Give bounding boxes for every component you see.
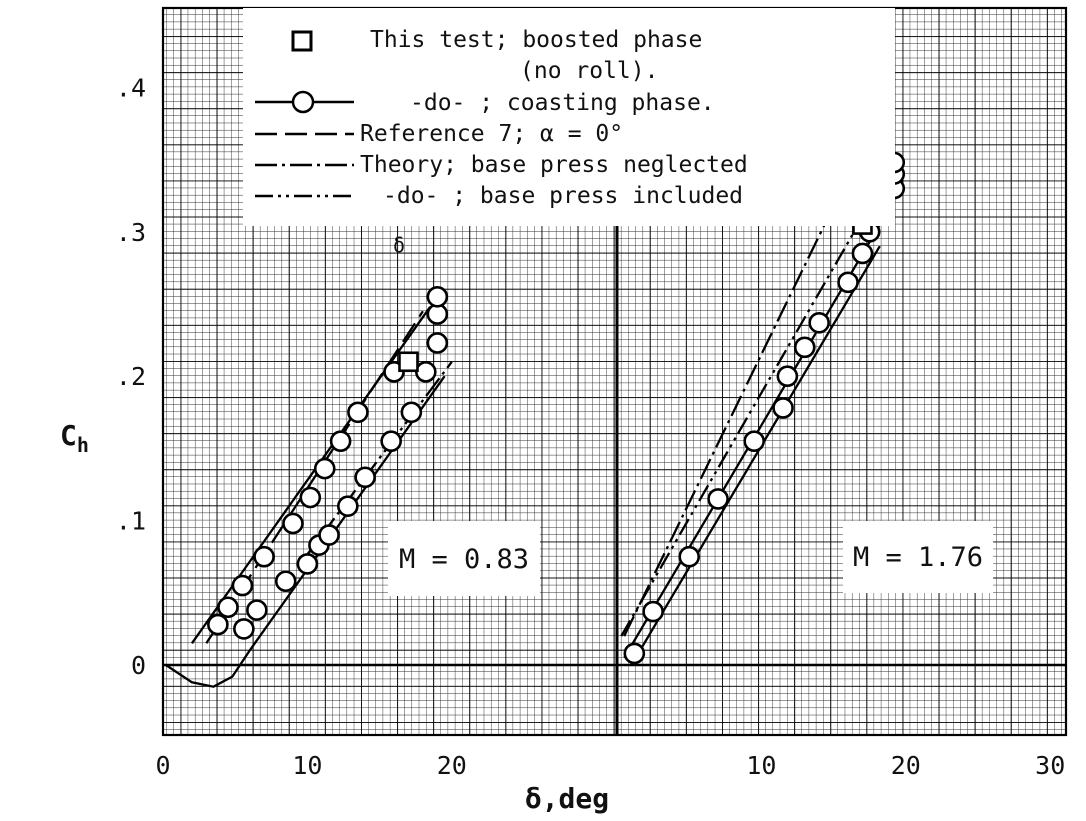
delta-annotation: δ xyxy=(393,233,405,257)
y-tick-label: .2 xyxy=(116,362,146,391)
coasting-point xyxy=(426,332,449,354)
y-axis-label: Ch xyxy=(60,419,89,457)
y-axis-label-subscript: h xyxy=(77,433,89,457)
x-axis-label: δ,deg xyxy=(525,782,609,815)
coasting-point xyxy=(426,285,449,308)
legend: This test; boosted phase (no roll). -do-… xyxy=(243,8,895,226)
coasting-point xyxy=(380,430,402,452)
legend-entry-no-roll: (no roll). xyxy=(520,58,658,84)
legend-square-marker xyxy=(291,30,313,52)
coasting-point xyxy=(642,600,664,623)
coasting-point xyxy=(776,365,799,388)
y-axis-label-main: C xyxy=(60,419,77,452)
x-tick-label: 30 xyxy=(1035,751,1065,780)
coasting-point xyxy=(623,642,646,665)
mach-box-left: M = 0.83 xyxy=(388,521,540,596)
coasting-point xyxy=(231,574,254,597)
x-tick-label: 20 xyxy=(437,751,467,780)
coasting-point xyxy=(347,401,369,424)
x-tick-label: 10 xyxy=(746,751,776,780)
legend-entry-theory-included: -do- ; base press included xyxy=(383,183,743,209)
coasting-point xyxy=(354,466,376,489)
coasting-point xyxy=(217,596,239,619)
legend-entry-boosted: This test; boosted phase xyxy=(370,27,702,53)
y-tick-label: .4 xyxy=(116,73,146,102)
mach-label-left: M = 0.83 xyxy=(399,544,529,575)
legend-entry-coasting: -do- ; coasting phase. xyxy=(410,90,715,116)
mach-label-right: M = 1.76 xyxy=(853,542,983,573)
legend-entry-theory-neglected: Theory; base press neglected xyxy=(360,152,748,178)
coasting-point xyxy=(337,495,359,517)
coasting-point xyxy=(207,613,229,636)
boosted-point xyxy=(398,351,419,373)
coasting-point xyxy=(329,430,352,452)
line-dash-dot-dot xyxy=(620,216,864,637)
coasting-point xyxy=(274,570,297,593)
coasting-point xyxy=(246,599,268,621)
x-tick-label: 20 xyxy=(891,751,921,780)
coasting-point xyxy=(282,512,304,535)
legend-circle-line-symbol xyxy=(255,90,354,114)
coasting-point xyxy=(743,430,765,452)
y-axis-ticks: 0 .1 .2 .3 .4 xyxy=(116,73,146,680)
coasting-point xyxy=(678,545,701,568)
coasting-point xyxy=(233,618,255,640)
coasting-point xyxy=(415,361,437,383)
coasting-point xyxy=(253,545,275,568)
x-tick-label: 10 xyxy=(292,751,322,780)
coasting-point xyxy=(707,488,729,510)
coasting-point xyxy=(296,553,319,575)
coasting-point xyxy=(400,401,423,424)
coasting-point xyxy=(772,397,794,419)
y-tick-label: 0 xyxy=(131,651,146,680)
legend-entry-reference: Reference 7; α = 0° xyxy=(360,121,623,147)
coasting-point xyxy=(837,271,859,294)
coasting-point xyxy=(318,524,340,546)
coasting-point xyxy=(313,457,336,480)
mach-box-right: M = 1.76 xyxy=(843,521,993,593)
coasting-point xyxy=(808,311,830,334)
y-tick-label: .1 xyxy=(116,507,146,536)
x-axis-ticks: 0 10 20 10 20 30 xyxy=(155,751,1065,780)
line-solid xyxy=(165,375,446,688)
coasting-point xyxy=(851,242,874,265)
x-tick-label: 0 xyxy=(155,751,170,780)
coasting-point xyxy=(299,486,322,509)
line-solid xyxy=(630,245,881,666)
y-tick-label: .3 xyxy=(116,218,146,247)
coasting-point xyxy=(793,336,816,359)
